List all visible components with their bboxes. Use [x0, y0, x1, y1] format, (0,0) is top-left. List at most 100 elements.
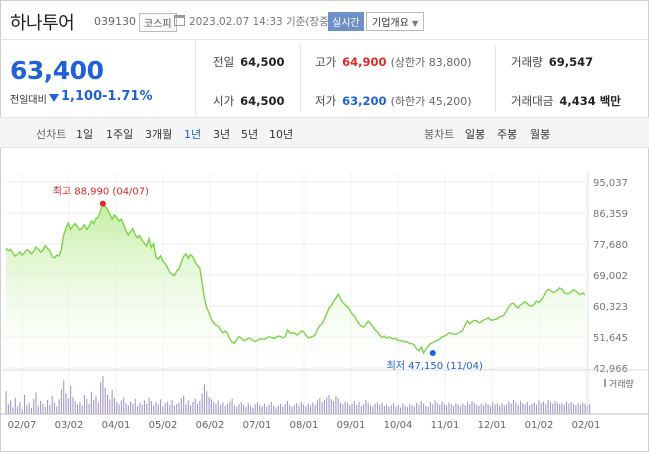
volume-bar [547, 399, 549, 414]
tab-3month[interactable]: 3개월 [145, 128, 173, 141]
volume-bar [176, 403, 178, 414]
max-annotation: 최고 88,990 (04/07) [53, 186, 149, 198]
volume-bar [466, 402, 468, 414]
volume-bar [236, 406, 238, 414]
y-tick-label: 86,359 [593, 209, 628, 220]
volume-bar [199, 400, 201, 414]
divider [495, 45, 496, 111]
divider [300, 45, 301, 111]
volume-bar [483, 405, 485, 414]
volume-bar [180, 398, 182, 414]
tab-1week[interactable]: 1주일 [106, 128, 134, 141]
volume-bar [88, 403, 90, 414]
volume-bar [162, 406, 164, 414]
volume-bar [388, 406, 390, 414]
volume-bar [95, 396, 97, 414]
tab-weekly[interactable]: 주봉 [497, 128, 518, 141]
company-overview-button[interactable]: 기업개요 ▼ [366, 12, 425, 31]
volume-bar [487, 404, 489, 414]
tab-3year[interactable]: 3년 [213, 128, 231, 141]
volume-bar [432, 404, 434, 414]
tab-1day[interactable]: 1일 [76, 128, 94, 141]
volume-bar [63, 380, 65, 414]
volume-bar [503, 405, 505, 414]
volume-bar [376, 402, 378, 414]
stat-low: 저가 63,200 (하한가 45,200) [315, 93, 472, 109]
volume-bar [305, 406, 307, 414]
candle-chart-label: 봉차트 [424, 128, 455, 141]
volume-bar [464, 405, 466, 414]
volume-bar [436, 403, 438, 414]
volume-bar [540, 403, 542, 414]
stat-high: 고가 64,900 (상한가 83,800) [315, 54, 472, 70]
volume-legend-label: 거래량 [609, 378, 634, 390]
volume-bar [284, 404, 286, 414]
volume-bar [146, 403, 148, 414]
volume-bar [173, 405, 175, 414]
volume-bar [275, 407, 277, 414]
volume-bar [455, 403, 457, 414]
stat-prev-close: 전일 64,500 [213, 54, 285, 70]
price-area-fill [6, 203, 585, 368]
volume-bar [81, 405, 83, 414]
x-tick-label: 09/01 [337, 420, 366, 431]
volume-bar [566, 401, 568, 414]
x-tick-label: 02/07 [8, 420, 37, 431]
volume-bar [224, 405, 226, 414]
tab-1year[interactable]: 1년 [184, 128, 202, 141]
company-overview-label: 기업개요 [372, 18, 409, 29]
x-tick-label: 12/01 [478, 420, 507, 431]
y-tick-label: 51,645 [593, 333, 628, 344]
tab-monthly[interactable]: 월봉 [530, 128, 551, 141]
realtime-button[interactable]: 실시간 [328, 12, 364, 31]
line-chart-label: 선차트 [36, 128, 67, 141]
volume-bar [123, 397, 125, 414]
volume-bar [519, 400, 522, 414]
volume-bar [351, 403, 353, 414]
volume-bar [480, 403, 482, 414]
volume-bar [178, 402, 180, 414]
volume-bar [160, 399, 162, 414]
volume-bar [434, 400, 436, 414]
volume-bar [273, 405, 275, 414]
volume-bar [118, 404, 120, 414]
volume-bar [462, 403, 464, 414]
volume-bar [113, 398, 116, 414]
change-percent: -1.71% [102, 89, 153, 104]
volume-bar [501, 403, 503, 414]
chart-axes: 95,03786,35977,68069,00260,32351,64542,9… [0, 170, 649, 431]
x-tick-label: 06/02 [196, 420, 225, 431]
volume-bar [506, 404, 508, 414]
volume-bar [127, 405, 129, 414]
x-tick-label: 02/01 [572, 420, 601, 431]
volume-bar [404, 405, 406, 414]
tab-10year[interactable]: 10년 [269, 128, 294, 141]
volume-bar [492, 402, 494, 414]
volume-bar [53, 402, 56, 414]
volume-bar [51, 396, 53, 414]
volume-bar [453, 405, 455, 414]
tab-daily[interactable]: 일봉 [465, 128, 486, 141]
volume-bar [243, 404, 245, 414]
volume-bar [203, 384, 205, 414]
volume-bar [23, 395, 26, 414]
change-value: 1,100 [61, 89, 103, 104]
stat-prev-close-label: 전일 [213, 55, 235, 69]
y-tick-label: 95,037 [593, 178, 628, 189]
volume-bar [508, 401, 510, 414]
volume-bar [226, 403, 229, 414]
stat-open-value: 64,500 [240, 94, 285, 108]
volume-bar [28, 403, 30, 414]
volume-bar [247, 403, 249, 414]
tab-5year[interactable]: 5년 [241, 128, 259, 141]
volume-bar [206, 391, 208, 414]
volume-bar [333, 400, 335, 414]
market-badge: 코스피 [139, 13, 177, 32]
volume-bar [171, 399, 173, 414]
volume-bar [134, 398, 136, 414]
min-annotation: 최저 47,150 (11/04) [387, 360, 483, 372]
volume-bar [545, 404, 547, 414]
x-tick-label: 04/01 [102, 420, 131, 431]
volume-bar [582, 402, 584, 414]
volume-bar [107, 394, 109, 414]
